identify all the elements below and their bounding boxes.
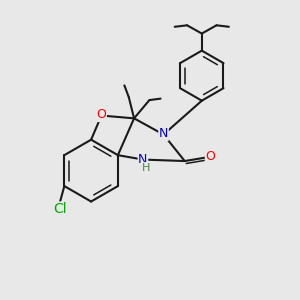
Text: O: O bbox=[206, 150, 215, 164]
Text: Cl: Cl bbox=[53, 202, 67, 216]
Text: N: N bbox=[159, 128, 168, 140]
Text: N: N bbox=[138, 153, 148, 166]
Text: O: O bbox=[97, 109, 106, 122]
Text: H: H bbox=[142, 163, 151, 172]
